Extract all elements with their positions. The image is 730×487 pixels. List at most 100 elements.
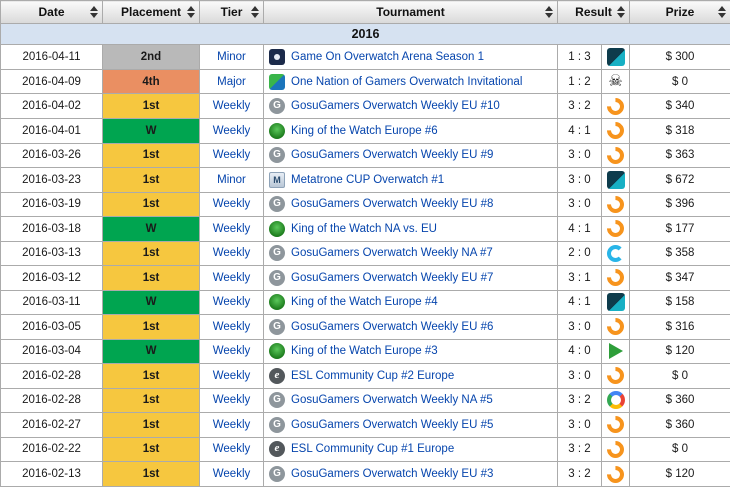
tournament-link[interactable]: GosuGamers Overwatch Weekly EU #9 [291, 149, 494, 162]
orange-team-icon[interactable] [603, 143, 628, 167]
sort-icon [718, 6, 726, 18]
orange-team-icon[interactable] [603, 119, 628, 143]
tournament-link[interactable]: ESL Community Cup #2 Europe [291, 369, 455, 382]
placement-badge: 1st [102, 436, 200, 463]
score-cell: 2 : 0 [557, 240, 602, 267]
tier-link[interactable]: Weekly [212, 100, 251, 113]
tier-link[interactable]: Minor [217, 51, 246, 64]
orange-team-icon[interactable] [603, 193, 628, 216]
col-header-placement[interactable]: Placement [102, 0, 200, 24]
orange-team-icon[interactable] [603, 315, 628, 339]
greenbird-team-icon[interactable] [608, 343, 623, 360]
tournament-link[interactable]: One Nation of Gamers Overwatch Invitatio… [291, 75, 523, 88]
tier-link[interactable]: Weekly [212, 443, 251, 456]
tournament-link[interactable]: GosuGamers Overwatch Weekly EU #3 [291, 468, 494, 481]
tier-link[interactable]: Minor [217, 173, 246, 186]
col-header-result[interactable]: Result [557, 0, 630, 24]
tournament-link[interactable]: GosuGamers Overwatch Weekly EU #6 [291, 320, 494, 333]
tournament-link[interactable]: GosuGamers Overwatch Weekly EU #5 [291, 418, 494, 431]
cloud9-team-icon[interactable] [607, 244, 624, 262]
tournament-cell: GosuGamers Overwatch Weekly EU #8 [263, 191, 558, 218]
date-cell: 2016-04-11 [0, 44, 103, 70]
orange-team-icon[interactable] [603, 413, 628, 437]
tournament-cell: ESL Community Cup #1 Europe [263, 436, 558, 463]
opponent-cell [601, 461, 630, 487]
tournament-link[interactable]: King of the Watch Europe #6 [291, 124, 438, 137]
orange-team-icon[interactable] [603, 266, 628, 290]
tournament-link[interactable]: GosuGamers Overwatch Weekly EU #8 [291, 198, 494, 211]
tournament-link[interactable]: ESL Community Cup #1 Europe [291, 443, 455, 456]
opponent-cell [601, 167, 630, 193]
orange-team-icon[interactable] [603, 94, 628, 118]
result-row: 2016-04-11 2nd Minor Game On Overwatch A… [0, 44, 730, 70]
score-cell: 3 : 1 [557, 265, 602, 291]
orange-team-icon[interactable] [603, 462, 628, 486]
tier-cell: Weekly [199, 142, 264, 169]
tier-link[interactable]: Weekly [212, 198, 251, 211]
orange-team-icon[interactable] [603, 217, 628, 241]
date-cell: 2016-02-28 [0, 363, 103, 389]
tier-link[interactable]: Weekly [212, 468, 251, 481]
date-cell: 2016-03-04 [0, 338, 103, 365]
score-cell: 4 : 0 [557, 338, 602, 365]
result-row: 2016-03-19 1st Weekly GosuGamers Overwat… [0, 191, 730, 218]
col-header-date[interactable]: Date [0, 0, 103, 24]
tournament-cell: GosuGamers Overwatch Weekly EU #5 [263, 412, 558, 438]
score-cell: 4 : 1 [557, 216, 602, 242]
tier-link[interactable]: Weekly [212, 149, 251, 162]
onog-tournament-icon [269, 73, 285, 90]
result-row: 2016-04-02 1st Weekly GosuGamers Overwat… [0, 93, 730, 119]
gosugamers-tournament-icon [269, 196, 285, 213]
col-header-tier[interactable]: Tier [199, 0, 264, 24]
tier-link[interactable]: Weekly [212, 394, 251, 407]
placement-badge: 4th [102, 68, 200, 95]
kotw-tournament-icon [269, 294, 285, 311]
tournament-cell: King of the Watch Europe #6 [263, 118, 558, 144]
tournament-link[interactable]: GosuGamers Overwatch Weekly NA #5 [291, 394, 493, 407]
tournament-cell: GosuGamers Overwatch Weekly EU #10 [263, 93, 558, 119]
gameon-tournament-icon [269, 49, 285, 66]
teal-team-icon[interactable] [606, 48, 625, 67]
google-team-icon[interactable] [606, 391, 625, 410]
tier-link[interactable]: Weekly [212, 345, 251, 358]
tier-link[interactable]: Weekly [212, 271, 251, 284]
date-cell: 2016-03-05 [0, 314, 103, 340]
teal-team-icon[interactable] [606, 170, 625, 189]
orange-team-icon[interactable] [603, 364, 628, 388]
score-cell: 1 : 2 [557, 68, 602, 95]
tier-link[interactable]: Major [217, 75, 246, 88]
date-cell: 2016-04-09 [0, 68, 103, 95]
tournament-link[interactable]: King of the Watch Europe #4 [291, 296, 438, 309]
orange-team-icon[interactable] [603, 438, 628, 461]
tier-link[interactable]: Weekly [212, 247, 251, 260]
result-row: 2016-02-27 1st Weekly GosuGamers Overwat… [0, 412, 730, 438]
opponent-cell [601, 191, 630, 218]
tournament-link[interactable]: Metatrone CUP Overwatch #1 [291, 173, 445, 186]
tier-cell: Weekly [199, 118, 264, 144]
tier-link[interactable]: Weekly [212, 222, 251, 235]
tier-link[interactable]: Weekly [212, 418, 251, 431]
tier-cell: Minor [199, 44, 264, 70]
result-row: 2016-03-11 W Weekly King of the Watch Eu… [0, 289, 730, 316]
teal-team-icon[interactable] [606, 293, 625, 312]
opponent-cell [601, 93, 630, 119]
tier-link[interactable]: Weekly [212, 369, 251, 382]
tournament-link[interactable]: King of the Watch Europe #3 [291, 345, 438, 358]
gosugamers-tournament-icon [269, 466, 285, 483]
tournament-link[interactable]: Game On Overwatch Arena Season 1 [291, 51, 485, 64]
tier-cell: Weekly [199, 216, 264, 242]
placement-badge: 1st [102, 191, 200, 218]
col-header-tournament[interactable]: Tournament [263, 0, 558, 24]
tournament-link[interactable]: GosuGamers Overwatch Weekly EU #10 [291, 100, 500, 113]
tier-cell: Weekly [199, 363, 264, 389]
tournament-link[interactable]: GosuGamers Overwatch Weekly NA #7 [291, 247, 493, 260]
tier-link[interactable]: Weekly [212, 124, 251, 137]
opponent-cell [601, 436, 630, 463]
tier-link[interactable]: Weekly [212, 296, 251, 309]
col-header-prize[interactable]: Prize [629, 0, 730, 24]
placement-badge: 2nd [102, 44, 200, 70]
tier-link[interactable]: Weekly [212, 320, 251, 333]
skull-team-icon[interactable] [607, 73, 625, 91]
tournament-link[interactable]: King of the Watch NA vs. EU [291, 222, 437, 235]
tournament-link[interactable]: GosuGamers Overwatch Weekly EU #7 [291, 271, 494, 284]
